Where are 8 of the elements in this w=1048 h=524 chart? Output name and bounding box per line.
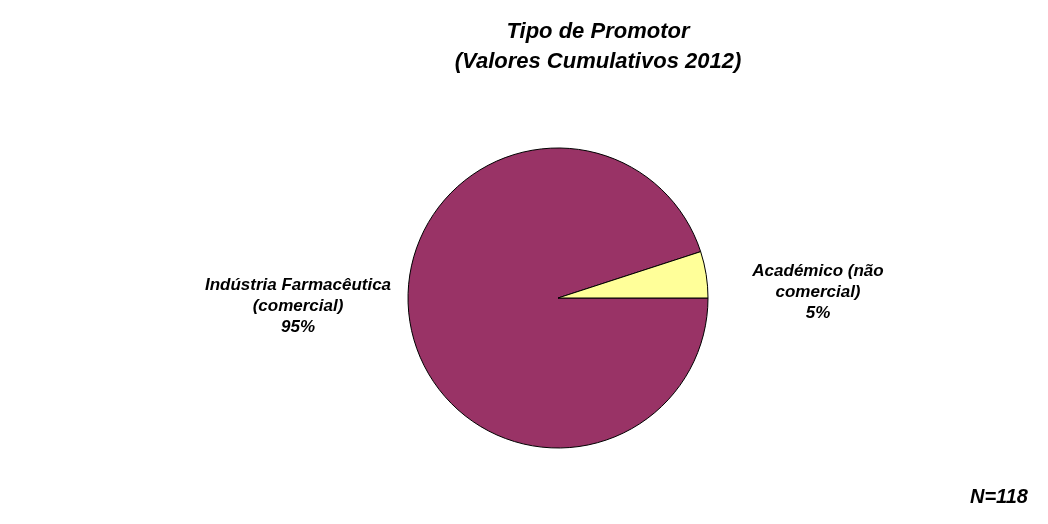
data-label: 95% [280, 317, 316, 337]
slice-label: Indústria Farmacêutica (comercial) [204, 275, 392, 316]
chart-title: Tipo de Promotor [506, 18, 691, 43]
data-label: 5% [805, 302, 831, 322]
chart-subtitle: (Valores Cumulativos 2012) [454, 48, 742, 73]
slice-label: Académico (não comercial) [751, 260, 884, 301]
pie-slice [407, 147, 709, 449]
text: N=118 [969, 485, 1029, 507]
